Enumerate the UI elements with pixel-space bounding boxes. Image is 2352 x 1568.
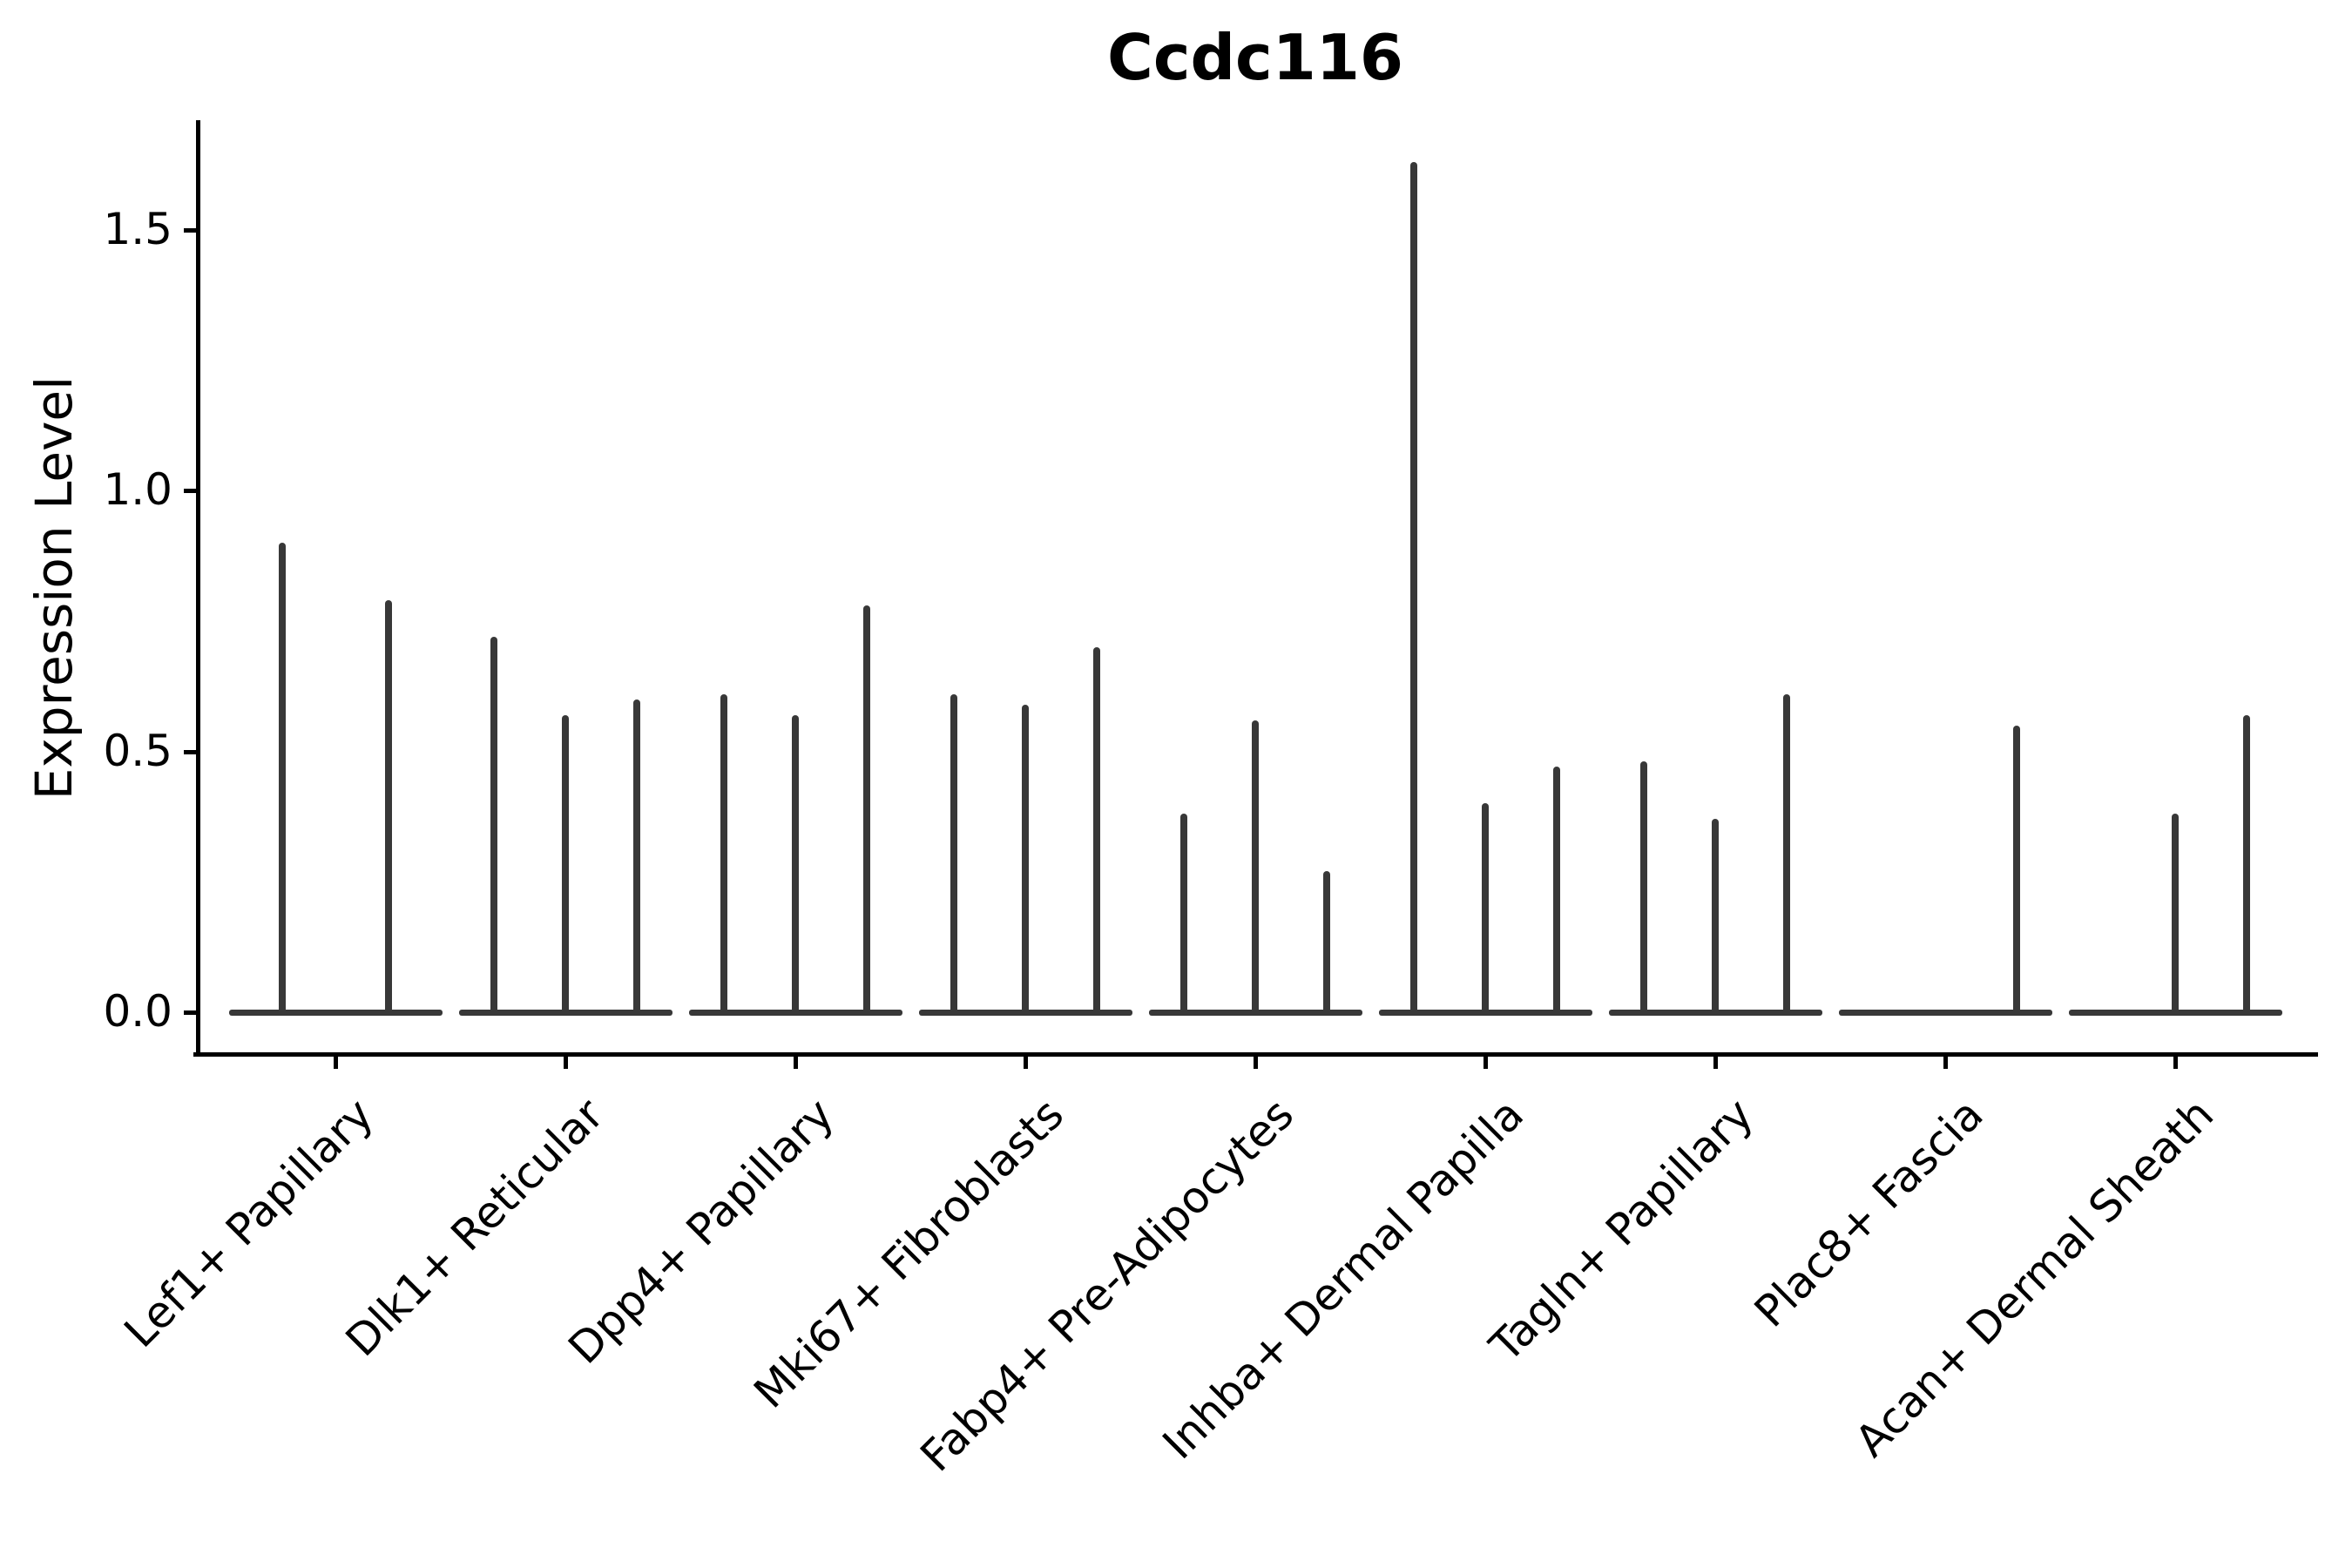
violin-spike xyxy=(1712,819,1719,1015)
x-axis-spine xyxy=(193,1052,2318,1057)
violin-spike xyxy=(1640,761,1648,1015)
x-tick-mark xyxy=(1254,1057,1258,1069)
y-tick-mark xyxy=(184,1010,196,1015)
x-tick-mark xyxy=(1484,1057,1488,1069)
violin-spike xyxy=(1482,803,1489,1015)
y-tick-label: 1.5 xyxy=(103,203,172,254)
y-axis-label: Expression Level xyxy=(24,375,84,801)
violin-spike xyxy=(950,693,958,1015)
y-tick-mark xyxy=(184,489,196,493)
x-tick-mark xyxy=(334,1057,338,1069)
x-tick-mark xyxy=(564,1057,568,1069)
violin-spike xyxy=(1022,704,1029,1015)
violin-spike xyxy=(1552,767,1560,1015)
violin-spike xyxy=(862,605,870,1015)
violin-spike xyxy=(1092,646,1100,1015)
violin-spike xyxy=(2012,725,2020,1015)
violin-spike xyxy=(490,636,498,1015)
violin-spike xyxy=(2172,814,2179,1015)
x-tick-mark xyxy=(1024,1057,1028,1069)
violin-spike xyxy=(385,599,393,1015)
violin-baseline xyxy=(228,1010,443,1016)
x-tick-mark xyxy=(2173,1057,2178,1069)
x-tick-mark xyxy=(794,1057,798,1069)
x-tick-label: Lef1+ Papillary xyxy=(114,1089,384,1358)
y-axis-spine xyxy=(196,120,200,1057)
y-tick-mark xyxy=(184,227,196,233)
x-tick-label: Plac8+ Fascia xyxy=(1745,1089,1994,1337)
violin-spike xyxy=(1180,814,1188,1015)
violin-spike xyxy=(562,714,569,1015)
violin-spike xyxy=(1782,693,1790,1015)
x-tick-mark xyxy=(1713,1057,1718,1069)
violin-spike xyxy=(1252,720,1259,1015)
chart-title: Ccdc116 xyxy=(1106,21,1404,94)
y-tick-label: 0.0 xyxy=(103,985,172,1037)
violin-spike xyxy=(720,693,728,1015)
violin-spike xyxy=(1410,161,1418,1015)
violin-spike xyxy=(1322,871,1330,1015)
x-tick-mark xyxy=(1943,1057,1948,1069)
violin-spike xyxy=(2242,714,2250,1015)
violin-spike xyxy=(632,699,640,1015)
violin-spike xyxy=(278,542,286,1015)
violin-baseline xyxy=(1838,1010,2052,1016)
y-tick-label: 1.0 xyxy=(103,463,172,515)
x-tick-label: Fabp4+ Pre-Adipocytes xyxy=(910,1089,1304,1482)
violin-spike xyxy=(792,714,799,1015)
y-tick-label: 0.5 xyxy=(103,725,172,776)
y-tick-mark xyxy=(184,749,196,754)
